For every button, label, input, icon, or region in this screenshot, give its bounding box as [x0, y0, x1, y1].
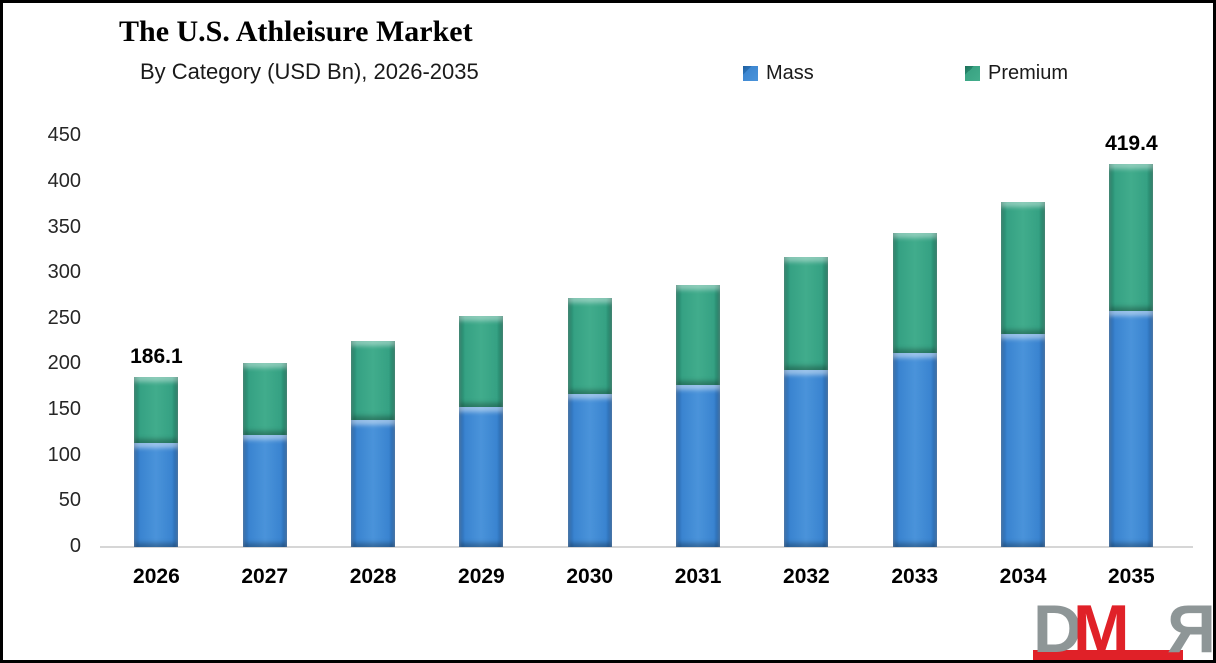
logo-underline: [1033, 650, 1183, 660]
y-axis-tick-450: 450: [47, 124, 81, 147]
logo-letter-m: M: [1073, 599, 1130, 663]
bar-segment-premium-2031: [676, 284, 721, 385]
bar-segment-premium-2034: [1001, 202, 1046, 334]
y-axis-tick-300: 300: [47, 261, 81, 284]
bar-segment-premium-2027: [242, 363, 287, 435]
logo-letter-r: R: [1167, 599, 1216, 663]
x-axis-label-2030: 2030: [566, 565, 614, 588]
x-axis-label-2035: 2035: [1108, 565, 1155, 588]
y-axis-tick-400: 400: [47, 169, 81, 192]
data-label-2026: 186.1: [130, 345, 183, 369]
y-axis-tick-100: 100: [47, 443, 81, 466]
bar-segment-premium-2026: [134, 377, 179, 444]
bar-segment-mass-2035: [1109, 311, 1154, 547]
bar-segment-premium-2029: [459, 316, 504, 407]
x-axis-label-2034: 2034: [999, 565, 1047, 588]
y-axis-tick-350: 350: [47, 215, 81, 238]
legend-label-mass: Mass: [766, 62, 814, 84]
logo-letter-d: D: [1033, 599, 1082, 663]
data-label-2035: 419.4: [1105, 132, 1158, 156]
x-axis-label-2026: 2026: [133, 565, 180, 588]
legend-item-premium: Premium: [965, 62, 1068, 85]
dmr-logo: D R M: [1033, 599, 1216, 663]
x-axis-label-2027: 2027: [241, 565, 289, 588]
chart-title: The U.S. Athleisure Market: [119, 15, 473, 48]
legend-item-mass: Mass: [743, 62, 814, 85]
y-axis-tick-250: 250: [47, 306, 81, 329]
bar-segment-mass-2031: [676, 384, 721, 547]
bar-segment-premium-2035: [1109, 164, 1154, 312]
y-axis-tick-200: 200: [47, 352, 81, 375]
bar-segment-premium-2028: [351, 341, 396, 421]
y-axis-tick-0: 0: [69, 535, 81, 557]
bar-segment-mass-2033: [892, 352, 937, 547]
bar-segment-mass-2027: [242, 434, 287, 547]
x-axis-label-2033: 2033: [891, 565, 939, 588]
bar-segment-mass-2030: [567, 393, 612, 547]
bar-segment-premium-2030: [567, 298, 612, 394]
bar-segment-mass-2028: [351, 420, 396, 547]
mass-legend-swatch-icon: [743, 66, 758, 81]
x-axis-label-2029: 2029: [458, 565, 505, 588]
chart-subtitle: By Category (USD Bn), 2026-2035: [140, 59, 479, 84]
bar-segment-premium-2033: [892, 232, 937, 353]
bar-segment-mass-2029: [459, 406, 504, 547]
bar-segment-mass-2026: [134, 443, 179, 547]
legend-label-premium: Premium: [988, 62, 1069, 84]
x-axis-label-2032: 2032: [783, 565, 830, 588]
x-axis-label-2031: 2031: [674, 565, 722, 588]
x-axis-line: [100, 546, 1193, 548]
y-axis-tick-150: 150: [47, 398, 81, 421]
y-axis-tick-50: 50: [58, 489, 81, 512]
bar-segment-mass-2032: [784, 369, 829, 547]
premium-legend-swatch-icon: [965, 66, 980, 81]
x-axis-label-2028: 2028: [349, 565, 397, 588]
bar-segment-premium-2032: [784, 257, 829, 370]
bar-segment-mass-2034: [1001, 333, 1046, 547]
